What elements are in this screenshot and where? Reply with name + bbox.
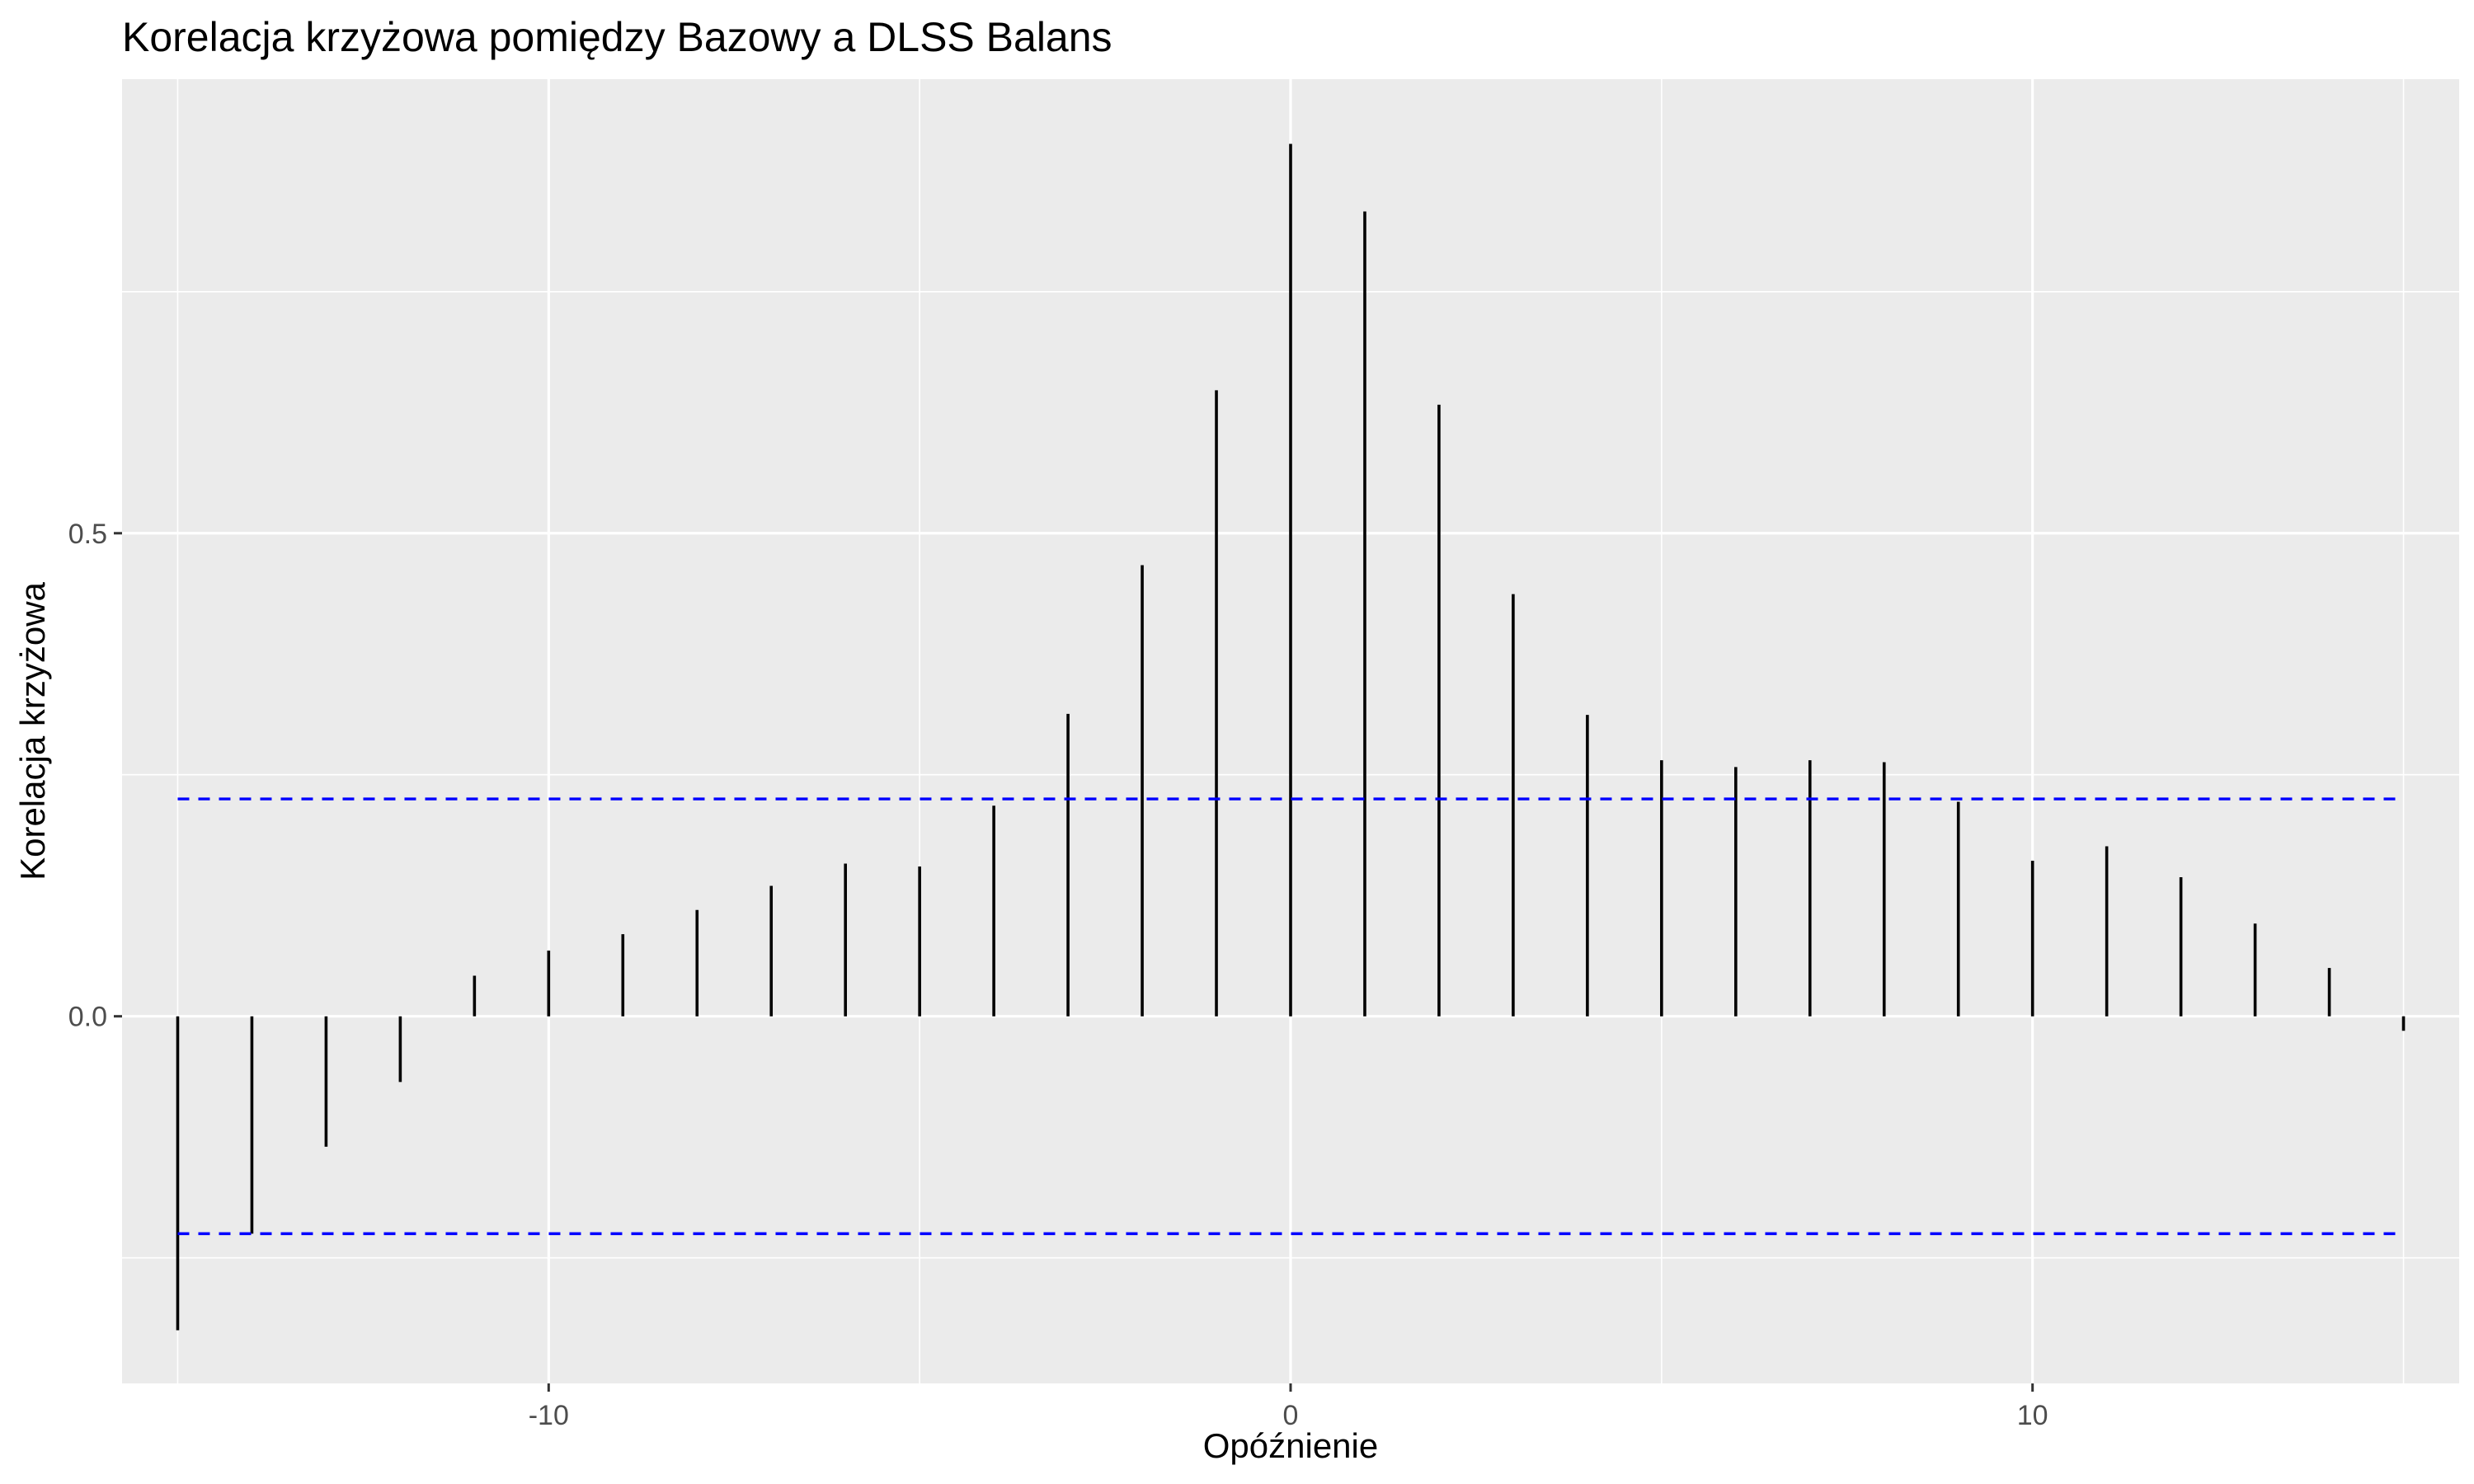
x-axis-title: Opóźnienie [1203, 1426, 1378, 1465]
y-axis-title: Korelacja krzyżowa [13, 581, 52, 880]
x-axis-ticks: -10 0 10 [529, 1383, 2048, 1431]
x-tick-label: 10 [2017, 1400, 2048, 1431]
y-tick-label: 0.0 [68, 1002, 107, 1033]
x-tick-label: -10 [529, 1400, 569, 1431]
y-tick-label: 0.5 [68, 519, 107, 550]
correlation-segments [176, 143, 2406, 1331]
chart-title: Korelacja krzyżowa pomiędzy Bazowy a DLS… [122, 14, 1112, 60]
y-axis-ticks: 0.0 0.5 [68, 519, 122, 1033]
x-tick-label: 0 [1283, 1400, 1299, 1431]
